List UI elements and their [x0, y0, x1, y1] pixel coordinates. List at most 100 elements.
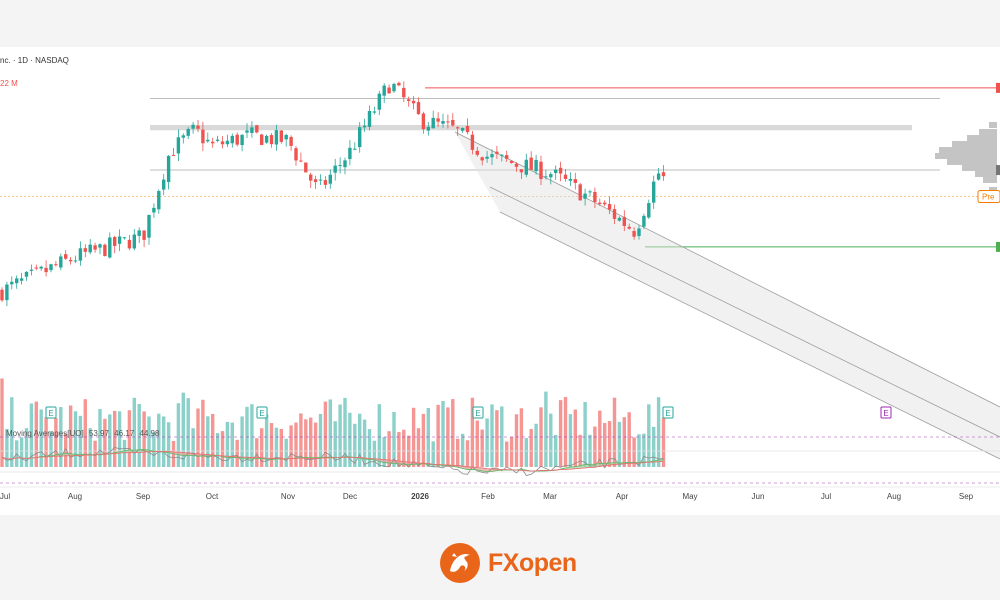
volume-bar — [460, 433, 465, 467]
volume-bar — [480, 429, 484, 467]
candle-body — [103, 244, 107, 257]
candle-body — [29, 269, 34, 271]
candle-body — [260, 134, 264, 146]
candle-body — [196, 125, 200, 129]
volume-bar — [333, 421, 337, 467]
volume-bar — [632, 437, 636, 467]
resistance-zone — [150, 125, 912, 131]
volume-bar — [0, 378, 4, 467]
volume-bar — [176, 403, 181, 467]
support-tag — [996, 241, 1000, 252]
osc-ma-fill — [384, 459, 390, 463]
volume-bar — [411, 407, 416, 467]
candle-body — [524, 159, 528, 175]
volume-bar — [603, 423, 607, 467]
x-tick-label: Nov — [281, 492, 295, 501]
volume-bar — [642, 433, 646, 467]
fxopen-logo: FXopen — [438, 541, 577, 585]
chart-canvas[interactable]: E E E E E Jul Aug Sep Oct Nov Dec 2026 Feb Mar Apr May J… — [0, 47, 1000, 515]
candle-body — [323, 180, 328, 185]
x-tick-label: Jul — [821, 492, 831, 501]
volume-bar — [362, 419, 367, 467]
volume-bar — [211, 413, 215, 467]
candle-body — [93, 245, 97, 250]
volume-bar — [505, 441, 509, 467]
earnings-marker-box-2 — [472, 406, 484, 419]
candle-body — [309, 174, 313, 181]
volume-bar — [426, 407, 430, 467]
volume-bar — [367, 429, 372, 467]
candle-body — [44, 267, 48, 273]
candle-body — [83, 248, 87, 252]
volume-bar — [98, 408, 102, 467]
volume-bar — [137, 403, 141, 467]
candle-body — [465, 126, 470, 133]
candle-body — [377, 93, 381, 110]
candle-body — [318, 179, 323, 181]
x-tick-label: Mar — [543, 492, 557, 501]
volume-bar — [612, 397, 617, 467]
candle-body — [343, 160, 347, 168]
volume-bar — [627, 412, 631, 467]
volume-bar — [563, 397, 568, 467]
volume-bar — [529, 429, 533, 467]
volume-bar — [19, 437, 24, 467]
volume-bar — [436, 404, 440, 467]
candle-body — [132, 234, 136, 249]
volume-bar — [431, 441, 435, 467]
candle-body — [480, 157, 484, 161]
candle-body — [519, 169, 524, 173]
volume-profile-bar-6 — [947, 159, 997, 165]
oscillator-value-2: 46.17 — [114, 429, 135, 438]
candle-body — [358, 127, 362, 148]
volume-bar — [73, 411, 78, 467]
candle-body — [500, 154, 504, 156]
candle-body — [568, 178, 573, 181]
volume-bar — [377, 404, 381, 467]
candle-body — [5, 284, 9, 301]
x-tick-label: Oct — [206, 492, 219, 501]
x-tick-label: Aug — [887, 492, 901, 501]
candle-body — [191, 124, 195, 129]
symbol-info: nc. · 1D · NASDAQ — [0, 56, 69, 65]
volume-bar — [456, 438, 460, 467]
candle-body — [333, 165, 337, 173]
volume-bar — [534, 423, 538, 467]
candle-body — [441, 121, 445, 124]
candle-body — [19, 278, 24, 281]
x-tick-label: May — [682, 492, 697, 501]
candle-body — [24, 271, 29, 277]
volume-bar — [240, 416, 244, 467]
earnings-marker-label-2: E — [475, 409, 480, 418]
volume-bar — [260, 428, 264, 467]
candle-body — [152, 207, 156, 213]
volume-bar — [652, 426, 656, 467]
candle-body — [157, 191, 161, 210]
candle-body — [485, 156, 489, 159]
candle-body — [656, 173, 661, 180]
level-tag — [996, 165, 1000, 176]
volume-bar — [500, 406, 504, 467]
candle-body — [392, 83, 396, 92]
volume-bar — [323, 401, 328, 467]
volume-bar — [269, 422, 274, 467]
volume-bar — [416, 428, 421, 467]
candle-body — [558, 167, 563, 174]
volume-profile-bar-7 — [962, 165, 997, 171]
volume-bar — [103, 418, 107, 467]
regression-channel-line-1 — [489, 186, 1000, 438]
candle-body — [505, 155, 509, 159]
earnings-marker-box-0 — [45, 406, 57, 419]
volume-bar — [549, 413, 553, 467]
candle-body — [230, 135, 234, 144]
candle-body — [0, 289, 4, 301]
candle-body — [162, 179, 166, 190]
candle-body — [240, 134, 244, 146]
volume-bar — [607, 421, 612, 467]
oscillator-value-3: 44.98 — [139, 429, 160, 438]
volume-bar — [485, 418, 489, 467]
candle-body — [632, 231, 636, 237]
candle-body — [367, 110, 372, 127]
volume-bar — [274, 427, 279, 467]
volume-bar — [313, 422, 318, 467]
